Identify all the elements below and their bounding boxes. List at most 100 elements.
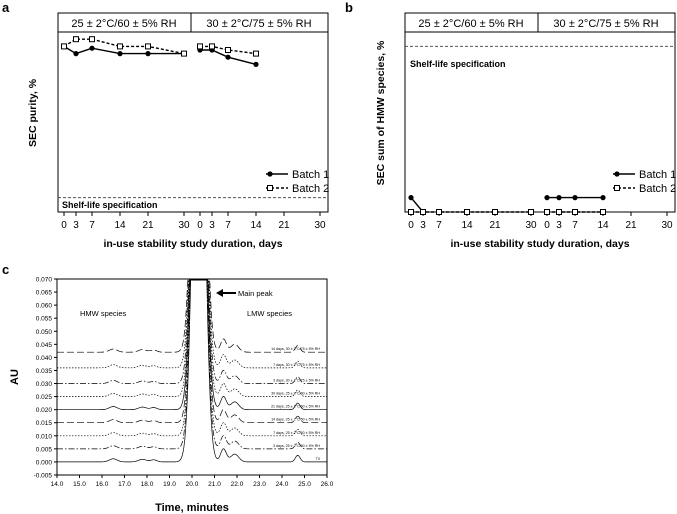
chromatogram-trace — [57, 279, 327, 424]
point-batch-2 — [73, 36, 79, 43]
y-axis-label: SEC purity, % — [27, 78, 39, 147]
x-tick-label: 3 — [556, 220, 562, 231]
legend-label-batch-2: Batch 2 — [292, 183, 329, 195]
point-batch-2 — [528, 209, 534, 215]
point-batch-2 — [492, 209, 498, 215]
plot-frame — [404, 12, 676, 213]
x-tick-label: 26.0 — [321, 481, 334, 488]
y-tick-label: 0.015 — [36, 420, 53, 427]
y-tick-label: 0.055 — [36, 316, 53, 323]
series-line-batch-2 — [200, 45, 257, 55]
condition-header-1: 25 ± 2°C/60 ± 5% RH — [71, 18, 176, 30]
x-tick-label: 24.0 — [276, 481, 289, 488]
x-tick-label: 14 — [250, 220, 262, 231]
point-batch-2 — [544, 209, 550, 215]
point-batch-2 — [61, 43, 67, 50]
legend-label-batch-1: Batch 1 — [292, 169, 329, 181]
point-batch-1 — [556, 195, 562, 201]
x-tick-label: 14 — [114, 220, 126, 231]
x-tick-label: 3 — [209, 220, 215, 231]
chromatogram-trace — [57, 279, 327, 353]
point-batch-1 — [89, 45, 95, 51]
x-tick-label: 3 — [73, 220, 79, 231]
point-batch-2 — [420, 209, 426, 215]
y-axis-label: SEC sum of HMW species, % — [375, 40, 387, 185]
y-tick-label: 0.025 — [36, 394, 53, 401]
point-batch-2 — [408, 209, 414, 215]
x-tick-label: 3 — [420, 220, 426, 231]
x-axis-label: in-use stability study duration, days — [103, 238, 282, 250]
x-tick-label: 0 — [61, 220, 67, 231]
point-batch-2 — [89, 36, 95, 43]
x-tick-label: 0 — [197, 220, 203, 231]
point-batch-1 — [600, 195, 606, 201]
x-tick-label: 15.0 — [73, 481, 86, 488]
legend-marker-batch-2 — [267, 185, 273, 191]
x-tick-label: 30 — [314, 220, 326, 231]
x-axis-label: Time, minutes — [155, 502, 229, 514]
x-tick-label: 14 — [461, 220, 473, 231]
x-tick-label: 21 — [142, 220, 154, 231]
chromatogram-traces: -0.005 0.000 0.005 0.010 0.015 0.020 0.025 0.03… — [34, 277, 334, 489]
y-tick-label: 0.060 — [36, 303, 53, 310]
y-tick-label: 0.040 — [36, 355, 53, 362]
legend-label-batch-1: Batch 1 — [639, 169, 676, 181]
chromatogram-trace — [57, 279, 327, 437]
point-batch-2 — [181, 50, 187, 57]
x-tick-label: 21.0 — [208, 481, 221, 488]
x-tick-label: 30 — [525, 220, 537, 231]
point-batch-1 — [253, 61, 259, 67]
chromatogram-trace — [57, 279, 327, 450]
x-tick-label: 22.0 — [231, 481, 244, 488]
y-axis-label: AU — [9, 369, 21, 385]
legend-marker-batch-2 — [614, 185, 620, 191]
trace-label: 3 days, 30 ± 2°C/75 ± 5% RH — [273, 379, 320, 383]
x-tick-label: 0 — [544, 220, 550, 231]
point-batch-1 — [73, 51, 79, 57]
y-tick-label: 0.045 — [36, 342, 53, 349]
x-tick-label: 7 — [225, 220, 231, 231]
main-peak-label: Main peak — [238, 289, 273, 298]
legend-label-batch-2: Batch 2 — [639, 183, 676, 195]
panel-label-b: b — [345, 0, 353, 15]
condition-header-2: 30 ± 2°C/75 ± 5% RH — [553, 18, 658, 30]
shelf-life-spec-label: Shelf-life specification — [410, 59, 506, 69]
panel-c: AU Time, minutes HMW species LMW species… — [9, 277, 334, 514]
x-tick-label: 23.0 — [253, 481, 266, 488]
x-tick-label: 17.0 — [118, 481, 131, 488]
point-batch-2 — [117, 43, 123, 50]
x-tick-label: 30 — [178, 220, 190, 231]
point-batch-2 — [209, 43, 215, 50]
chromatogram-trace — [57, 279, 327, 411]
y-tick-label: 0.050 — [36, 329, 53, 336]
panel-label-c: c — [2, 262, 9, 277]
x-tick-label: 20.0 — [186, 481, 199, 488]
point-batch-1 — [117, 51, 123, 57]
panel-label-a: a — [2, 0, 10, 15]
point-batch-1 — [544, 195, 550, 201]
chromatogram-trace — [57, 279, 327, 369]
y-tick-label: 0.035 — [36, 368, 53, 375]
point-batch-1 — [408, 195, 414, 201]
point-batch-1 — [572, 195, 578, 201]
trace-label: 21 days, 25 ± 2°C/60 ± 5% RH — [271, 405, 320, 409]
legend-marker-batch-1 — [267, 171, 273, 177]
x-tick-label: 7 — [572, 220, 578, 231]
x-tick-label: 16.0 — [96, 481, 109, 488]
trace-label: T0 — [316, 457, 320, 461]
x-tick-label: 21 — [625, 220, 637, 231]
x-axis-label: in-use stability study duration, days — [450, 238, 629, 250]
trace-label: 3 days, 25 ± 2°C/60 ± 5% RH — [273, 444, 320, 448]
x-tick-label: 14.0 — [51, 481, 64, 488]
point-batch-2 — [572, 209, 578, 215]
plot-frame — [57, 12, 329, 213]
x-tick-label: 0 — [408, 220, 414, 231]
y-tick-label: 0.065 — [36, 290, 53, 297]
point-batch-2 — [600, 209, 606, 215]
condition-header-1: 25 ± 2°C/60 ± 5% RH — [418, 18, 523, 30]
point-batch-1 — [225, 54, 231, 60]
x-tick-label: 25.0 — [298, 481, 311, 488]
trace-label: 14 days, 25 ± 2°C/60 ± 5% RH — [271, 418, 320, 422]
trace-label: 30 days, 25 ± 2°C/60 ± 5% RH — [271, 392, 320, 396]
